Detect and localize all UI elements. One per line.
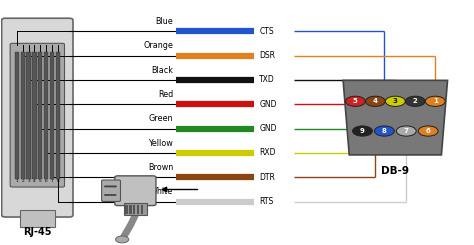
Circle shape: [353, 126, 373, 136]
Circle shape: [109, 185, 112, 187]
Text: Red: Red: [158, 90, 173, 99]
FancyBboxPatch shape: [101, 180, 120, 201]
Text: Black: Black: [151, 65, 173, 74]
Text: Yellow: Yellow: [148, 139, 173, 147]
Circle shape: [104, 194, 108, 196]
Text: 5: 5: [39, 179, 42, 183]
Text: Blue: Blue: [155, 17, 173, 26]
Text: RXD: RXD: [259, 148, 276, 158]
Bar: [21, 52, 25, 179]
Circle shape: [365, 96, 385, 106]
Text: 7: 7: [404, 128, 409, 134]
Text: 1: 1: [16, 179, 18, 183]
Text: 8: 8: [56, 179, 59, 183]
Text: Green: Green: [149, 114, 173, 123]
Bar: [137, 205, 139, 214]
Text: 2: 2: [21, 179, 24, 183]
Circle shape: [405, 96, 425, 106]
Circle shape: [113, 194, 117, 196]
Bar: [32, 52, 36, 179]
Text: 5: 5: [353, 98, 358, 104]
Text: 7: 7: [50, 179, 53, 183]
Text: 4: 4: [373, 98, 378, 104]
Text: GND: GND: [259, 100, 277, 109]
Circle shape: [104, 185, 108, 187]
Text: RTS: RTS: [259, 197, 273, 206]
Text: Brown: Brown: [148, 163, 173, 172]
Bar: [27, 52, 31, 179]
Text: TXD: TXD: [259, 75, 275, 84]
Text: 6: 6: [45, 179, 47, 183]
Text: CTS: CTS: [259, 27, 274, 36]
Bar: [15, 52, 19, 179]
Text: 6: 6: [426, 128, 430, 134]
Bar: [38, 52, 42, 179]
Text: 8: 8: [382, 128, 387, 134]
Bar: [124, 203, 147, 215]
Bar: [50, 52, 54, 179]
Bar: [129, 205, 132, 214]
Text: DTR: DTR: [259, 173, 275, 182]
Text: 1: 1: [433, 98, 438, 104]
Circle shape: [385, 96, 405, 106]
Text: 9: 9: [360, 128, 365, 134]
FancyBboxPatch shape: [10, 43, 64, 187]
FancyBboxPatch shape: [1, 18, 73, 217]
Text: DB-9: DB-9: [381, 166, 410, 176]
Bar: [141, 205, 143, 214]
Circle shape: [116, 236, 129, 243]
Circle shape: [107, 194, 111, 196]
Text: 2: 2: [413, 98, 418, 104]
FancyBboxPatch shape: [115, 176, 156, 206]
Text: DSR: DSR: [259, 51, 275, 60]
Text: 4: 4: [33, 179, 36, 183]
Circle shape: [106, 185, 110, 187]
Text: Orange: Orange: [143, 41, 173, 50]
Bar: [126, 205, 128, 214]
Text: 3: 3: [393, 98, 398, 104]
Polygon shape: [343, 80, 447, 155]
Bar: [55, 52, 60, 179]
Circle shape: [113, 185, 117, 187]
Bar: [20, 210, 55, 227]
Circle shape: [346, 96, 365, 106]
Circle shape: [425, 96, 445, 106]
Text: 3: 3: [27, 179, 30, 183]
Circle shape: [418, 126, 438, 136]
Bar: [133, 205, 136, 214]
Circle shape: [110, 194, 114, 196]
Circle shape: [374, 126, 394, 136]
Text: RJ-45: RJ-45: [23, 227, 52, 237]
Text: GND: GND: [259, 124, 277, 133]
Bar: [44, 52, 48, 179]
Circle shape: [396, 126, 416, 136]
Circle shape: [111, 185, 115, 187]
Text: White: White: [150, 187, 173, 196]
